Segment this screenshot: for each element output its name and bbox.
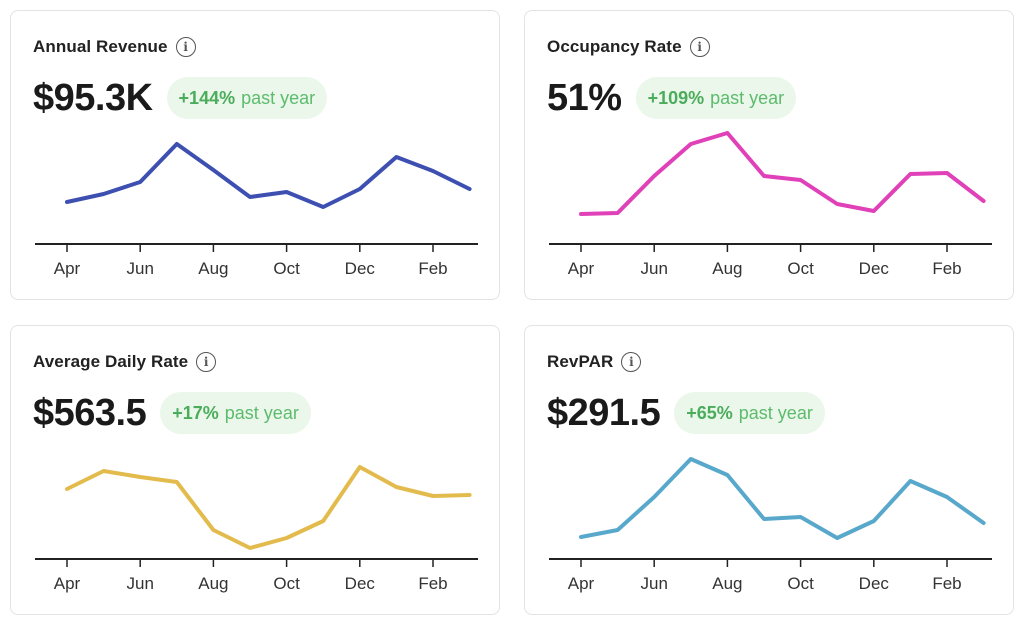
series-line (65, 465, 472, 550)
metric-value: 51% (547, 76, 622, 119)
x-tick-label: Oct (787, 574, 814, 593)
change-suffix: past year (710, 87, 785, 108)
metric-row: 51% +109% past year (547, 75, 797, 121)
x-tick-label: Feb (932, 574, 961, 593)
change-percent: +109% (647, 87, 705, 108)
x-tick-label: Aug (712, 574, 742, 593)
annual-revenue-card: Annual Revenue i $95.3K +144% past year … (10, 10, 500, 300)
x-tick-label: Aug (712, 259, 742, 278)
change-suffix: past year (224, 402, 299, 423)
revpar-card: RevPAR i $291.5 +65% past year Apr Jun Aug… (524, 325, 1014, 615)
change-suffix: past year (241, 87, 316, 108)
occupancy-rate-card: Occupancy Rate i 51% +109% past year Apr… (524, 10, 1014, 300)
x-tick-label: Dec (859, 259, 890, 278)
card-title: RevPAR (547, 352, 614, 371)
sparkline-chart: Apr Jun Aug Oct Dec Feb (549, 457, 992, 593)
series-line (579, 131, 986, 216)
card-header: Occupancy Rate i (547, 35, 710, 59)
change-percent: +144% (178, 87, 236, 108)
info-icon[interactable]: i (689, 37, 710, 57)
card-header: RevPAR i (547, 350, 642, 374)
sparkline-chart: Apr Jun Aug Oct Dec Feb (549, 131, 992, 278)
change-suffix: past year (738, 402, 813, 423)
sparkline-chart: Apr Jun Aug Oct Dec Feb (35, 465, 478, 593)
x-tick-label: Jun (126, 259, 153, 278)
x-tick-label: Jun (640, 259, 667, 278)
metric-value: $563.5 (33, 391, 147, 434)
x-tick-label: Dec (345, 574, 376, 593)
x-tick-label: Oct (273, 259, 300, 278)
x-tick-label: Feb (418, 574, 447, 593)
x-tick-label: Dec (859, 574, 890, 593)
card-title: Average Daily Rate (33, 352, 189, 371)
change-percent: +17% (172, 402, 219, 423)
x-tick-label: Dec (345, 259, 376, 278)
x-tick-label: Aug (198, 574, 228, 593)
change-badge: +144% past year (166, 77, 328, 119)
metric-value: $291.5 (547, 391, 661, 434)
card-title: Annual Revenue (33, 37, 168, 56)
x-tick-label: Oct (787, 259, 814, 278)
metric-row: $563.5 +17% past year (33, 390, 311, 436)
metric-row: $95.3K +144% past year (33, 75, 328, 121)
series-line (579, 457, 986, 540)
metric-value: $95.3K (33, 76, 153, 119)
x-tick-label: Apr (54, 259, 81, 278)
card-header: Annual Revenue i (33, 35, 196, 59)
change-badge: +17% past year (160, 392, 311, 434)
change-percent: +65% (686, 402, 733, 423)
change-badge: +65% past year (674, 392, 825, 434)
info-icon[interactable]: i (196, 352, 217, 372)
change-badge: +109% past year (635, 77, 797, 119)
metric-row: $291.5 +65% past year (547, 390, 825, 436)
info-icon[interactable]: i (175, 37, 196, 57)
x-tick-label: Aug (198, 259, 228, 278)
sparkline-chart: Apr Jun Aug Oct Dec Feb (35, 142, 478, 278)
x-tick-label: Oct (273, 574, 300, 593)
x-tick-label: Feb (932, 259, 961, 278)
card-header: Average Daily Rate i (33, 350, 217, 374)
info-icon[interactable]: i (621, 352, 642, 372)
card-title: Occupancy Rate (547, 37, 682, 56)
x-tick-label: Apr (568, 259, 595, 278)
x-tick-label: Feb (418, 259, 447, 278)
x-tick-label: Apr (54, 574, 81, 593)
series-line (65, 142, 472, 209)
x-tick-label: Jun (640, 574, 667, 593)
x-tick-label: Apr (568, 574, 595, 593)
x-tick-label: Jun (126, 574, 153, 593)
average-daily-rate-card: Average Daily Rate i $563.5 +17% past ye… (10, 325, 500, 615)
